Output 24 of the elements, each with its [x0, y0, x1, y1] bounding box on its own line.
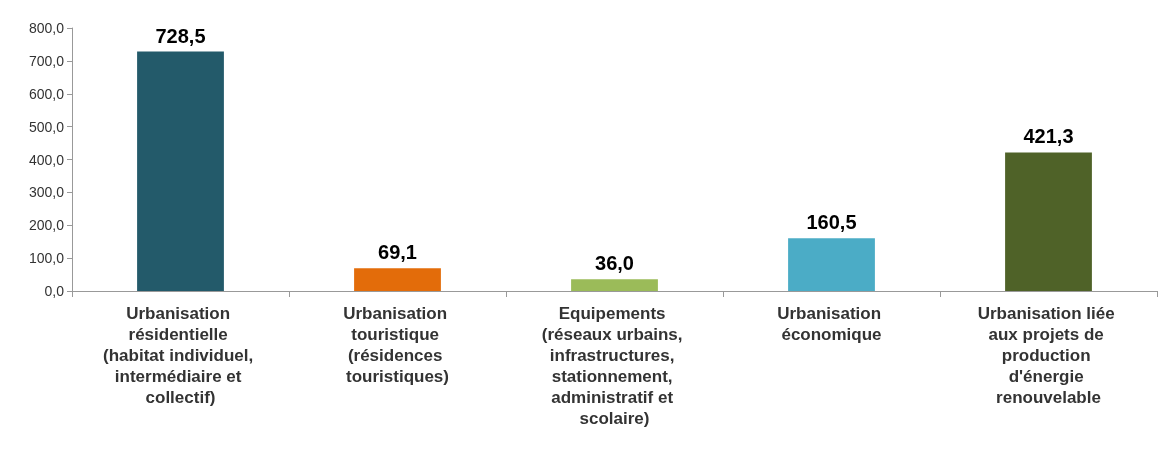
y-tick-label: 600,0 [28, 85, 65, 102]
x-tick-label: Urbanisation touristique (résidences touristiques) [343, 304, 452, 386]
y-tick-label: 0,0 [44, 283, 65, 299]
y-tick-label: 400,0 [28, 151, 65, 168]
data-label: 160,5 [806, 211, 857, 234]
bar [571, 279, 658, 291]
data-label: 728,5 [155, 24, 206, 47]
x-tick-label: Urbanisation économique [777, 304, 886, 344]
data-label: 421,3 [1023, 125, 1074, 148]
x-tick-label: Equipements (réseaux urbains, infrastructures, stationnement, administratif et scolaire) [541, 304, 688, 428]
y-tick-label: 100,0 [28, 250, 65, 267]
y-tick-label: 800,0 [28, 20, 65, 36]
y-tick-label: 500,0 [28, 118, 65, 135]
y-tick-label: 200,0 [28, 217, 65, 234]
y-tick-label: 700,0 [28, 52, 65, 69]
bar [1005, 152, 1092, 291]
data-label: 69,1 [378, 241, 417, 264]
bar [137, 51, 224, 291]
y-tick-label: 300,0 [28, 184, 65, 201]
x-tick-label: Urbanisation résidentielle (habitat individuel, intermédiaire et collectif) [103, 304, 258, 407]
bar [788, 238, 875, 291]
x-tick-label: Urbanisation liée aux projets de production d'énergie renouvelable [977, 304, 1120, 407]
data-label: 36,0 [595, 252, 634, 275]
bar [354, 268, 441, 291]
